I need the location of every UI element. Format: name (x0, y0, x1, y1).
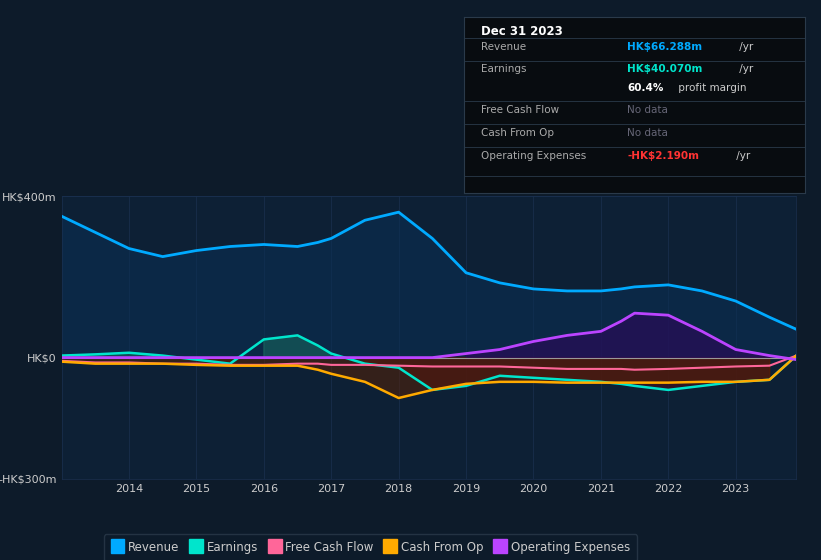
Legend: Revenue, Earnings, Free Cash Flow, Cash From Op, Operating Expenses: Revenue, Earnings, Free Cash Flow, Cash … (103, 534, 637, 560)
Text: profit margin: profit margin (675, 83, 746, 93)
Text: No data: No data (627, 105, 668, 115)
Text: Operating Expenses: Operating Expenses (481, 151, 586, 161)
Text: /yr: /yr (736, 64, 754, 74)
Text: Dec 31 2023: Dec 31 2023 (481, 25, 562, 38)
Text: Free Cash Flow: Free Cash Flow (481, 105, 559, 115)
Text: HK$40.070m: HK$40.070m (627, 64, 703, 74)
Text: -HK$2.190m: -HK$2.190m (627, 151, 699, 161)
Text: Earnings: Earnings (481, 64, 526, 74)
Text: HK$66.288m: HK$66.288m (627, 43, 703, 53)
Text: Cash From Op: Cash From Op (481, 128, 554, 138)
Text: Revenue: Revenue (481, 43, 526, 53)
Text: /yr: /yr (736, 43, 754, 53)
Text: 60.4%: 60.4% (627, 83, 664, 93)
Text: No data: No data (627, 128, 668, 138)
Text: /yr: /yr (733, 151, 750, 161)
